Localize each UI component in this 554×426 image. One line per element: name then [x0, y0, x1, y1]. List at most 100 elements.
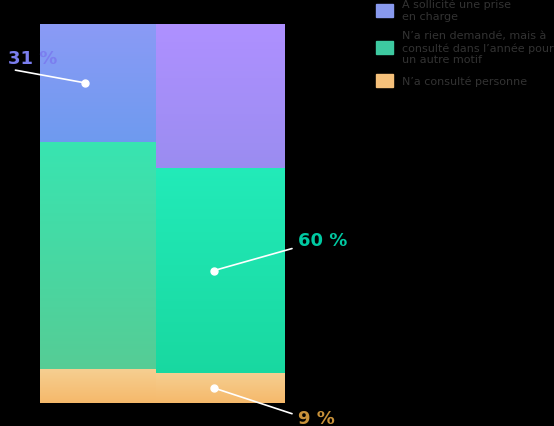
Bar [40, 95, 220, 97]
Bar [40, 387, 220, 388]
Bar [40, 193, 220, 196]
Bar [40, 60, 220, 62]
Bar [156, 330, 285, 332]
Bar [156, 144, 285, 145]
Bar [156, 291, 285, 294]
Bar [156, 240, 285, 243]
Bar [40, 401, 220, 402]
Bar [40, 386, 220, 387]
Bar [156, 187, 285, 189]
Bar [156, 64, 285, 66]
Bar [40, 156, 220, 159]
Bar [156, 197, 285, 199]
Bar [40, 276, 220, 279]
Bar [156, 250, 285, 253]
Bar [40, 182, 220, 185]
Bar [156, 70, 285, 72]
Bar [40, 29, 220, 31]
Bar [40, 63, 220, 65]
Bar [40, 168, 220, 171]
Bar [156, 163, 285, 165]
Bar [156, 379, 285, 380]
Legend: A sollicité une prise
en charge, N’a rien demandé, mais à
consulté dans l’année : A sollicité une prise en charge, N’a rie… [377, 0, 553, 88]
Bar [156, 120, 285, 122]
Bar [156, 133, 285, 135]
Bar [156, 189, 285, 192]
Bar [156, 368, 285, 371]
Bar [40, 116, 220, 118]
Bar [40, 112, 220, 113]
Bar [156, 394, 285, 395]
Bar [156, 377, 285, 378]
Bar [40, 376, 220, 377]
Bar [40, 91, 220, 92]
Bar [40, 384, 220, 385]
Bar [156, 396, 285, 397]
Bar [40, 304, 220, 307]
Bar [40, 388, 220, 389]
Bar [156, 395, 285, 396]
Bar [40, 399, 220, 400]
Bar [156, 222, 285, 225]
Bar [156, 49, 285, 50]
Bar [40, 399, 220, 400]
Bar [40, 40, 220, 41]
Bar [40, 47, 220, 49]
Bar [40, 148, 220, 151]
Bar [156, 276, 285, 279]
Bar [40, 170, 220, 173]
Bar [156, 199, 285, 202]
Bar [40, 253, 220, 256]
Bar [156, 322, 285, 325]
Bar [40, 379, 220, 380]
Bar [156, 365, 285, 368]
Bar [40, 301, 220, 304]
Bar [156, 217, 285, 220]
Bar [40, 391, 220, 392]
Bar [156, 286, 285, 289]
Bar [40, 321, 220, 324]
Bar [40, 57, 220, 59]
Bar [40, 129, 220, 131]
Text: 60 %: 60 % [298, 232, 347, 250]
Bar [156, 171, 285, 174]
Bar [40, 394, 220, 395]
Bar [156, 97, 285, 99]
Bar [40, 388, 220, 389]
Bar [40, 52, 220, 53]
Bar [40, 132, 220, 133]
Bar [156, 388, 285, 389]
Bar [40, 202, 220, 205]
Bar [40, 392, 220, 393]
Bar [156, 266, 285, 268]
Bar [40, 38, 220, 40]
Bar [156, 207, 285, 210]
Bar [156, 140, 285, 142]
Bar [156, 320, 285, 322]
Bar [40, 73, 220, 75]
Bar [40, 196, 220, 199]
Bar [156, 118, 285, 120]
Bar [156, 95, 285, 97]
Bar [40, 281, 220, 284]
Bar [156, 243, 285, 245]
Bar [40, 400, 220, 401]
Bar [40, 383, 220, 384]
Bar [156, 387, 285, 388]
Bar [156, 179, 285, 181]
Bar [40, 145, 220, 148]
Bar [40, 76, 220, 78]
Bar [40, 395, 220, 396]
Bar [156, 151, 285, 153]
Bar [40, 97, 220, 98]
Bar [156, 335, 285, 337]
Bar [40, 242, 220, 245]
Bar [156, 210, 285, 212]
Bar [40, 106, 220, 107]
Bar [156, 43, 285, 45]
Bar [40, 98, 220, 100]
Bar [40, 315, 220, 318]
Bar [40, 110, 220, 112]
Bar [156, 66, 285, 68]
Bar [40, 245, 220, 247]
